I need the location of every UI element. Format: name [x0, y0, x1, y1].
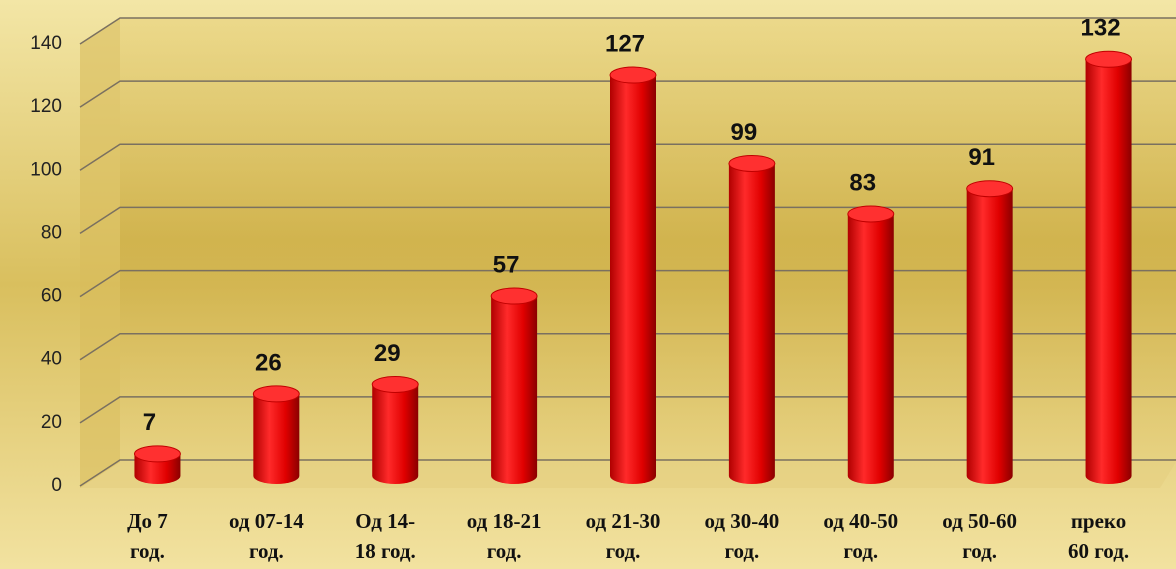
grid-line: [79, 332, 1176, 361]
x-tick-label: год.: [843, 539, 878, 563]
bar: [610, 75, 656, 485]
bar-top: [133, 445, 181, 463]
y-tick-label: 60: [41, 286, 62, 307]
data-label: 127: [605, 30, 645, 57]
y-tick-label: 0: [51, 475, 62, 496]
y-tick-label: 120: [30, 96, 62, 117]
grid-line: [79, 459, 1176, 487]
x-tick-label: преко: [1071, 509, 1126, 533]
y-tick-label: 20: [41, 412, 62, 433]
bar: [491, 296, 538, 484]
x-tick-label: год.: [962, 539, 997, 563]
data-label: 26: [255, 349, 282, 376]
data-label: 99: [731, 119, 758, 146]
data-label: 29: [374, 340, 401, 367]
bar: [253, 393, 300, 484]
bar: [372, 384, 419, 484]
grid-line: [79, 269, 1176, 298]
data-label: 91: [968, 144, 995, 171]
grid-line: [79, 206, 1176, 235]
data-label: 57: [493, 251, 520, 278]
bar-top: [847, 205, 895, 223]
y-tick-label: 40: [41, 349, 62, 370]
y-tick-label: 100: [30, 159, 62, 180]
x-tick-label: од 07-14: [229, 509, 304, 533]
x-tick-label: год.: [130, 539, 165, 563]
bar: [847, 213, 894, 484]
bar-top: [1085, 50, 1133, 68]
x-tick-label: Од 14-: [355, 509, 415, 533]
bar: [1085, 59, 1132, 484]
data-label: 83: [849, 169, 876, 196]
x-tick-label: од 18-21: [467, 509, 542, 533]
x-tick-label: год.: [724, 539, 759, 563]
x-tick-label: од 40-50: [823, 509, 898, 533]
bar-top: [252, 385, 300, 403]
bar: [728, 163, 775, 484]
bar-top: [966, 180, 1014, 198]
x-tick-label: 60 год.: [1068, 539, 1129, 563]
x-tick-label: од 50-60: [942, 509, 1017, 533]
bar-top: [609, 66, 657, 84]
grid-line: [79, 17, 1176, 45]
grid-line: [79, 396, 1176, 424]
x-tick-label: год.: [487, 539, 522, 563]
x-tick-label: од 30-40: [705, 509, 780, 533]
bar-top: [728, 154, 776, 172]
x-tick-label: год.: [249, 539, 284, 563]
x-tick-label: До 7: [127, 509, 168, 533]
bar: [134, 453, 181, 484]
bar-top: [371, 375, 419, 393]
bar-top: [490, 287, 538, 305]
grid-line: [79, 143, 1176, 171]
y-tick-label: 80: [41, 222, 62, 243]
data-label: 132: [1081, 15, 1121, 42]
y-tick-label: 140: [30, 33, 62, 54]
data-label: 7: [143, 409, 156, 436]
x-tick-label: од 21-30: [586, 509, 661, 533]
side-wall: [80, 18, 120, 488]
grid-line: [79, 80, 1176, 108]
x-tick-label: 18 год.: [355, 539, 416, 563]
x-tick-label: год.: [606, 539, 641, 563]
bar: [966, 188, 1013, 484]
